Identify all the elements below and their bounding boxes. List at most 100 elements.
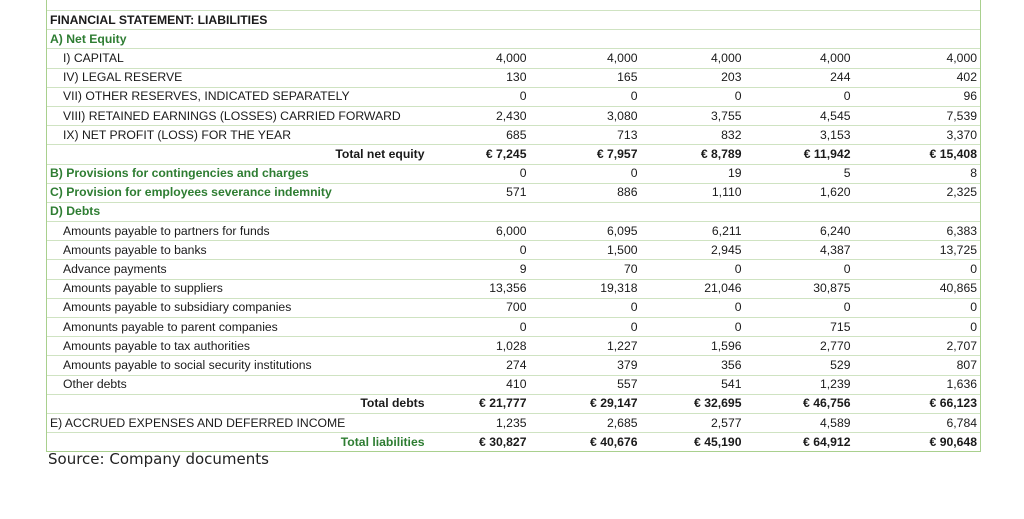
cell-value: 0 (643, 86, 752, 107)
cell-value: 2,685 (535, 412, 644, 433)
row-label: C) Provision for employees severance ind… (46, 182, 428, 203)
row-label: Total liabilities (46, 432, 428, 453)
cell-value: € 45,190 (643, 432, 752, 453)
cell-value: 0 (427, 316, 536, 337)
cell-value: 0 (535, 297, 644, 318)
table-row: E) ACCRUED EXPENSES AND DEFERRED INCOME 1… (46, 412, 981, 433)
cell-value: 4,545 (751, 105, 869, 126)
cell-value: 3,153 (751, 125, 869, 145)
cell-value: 21,046 (643, 278, 752, 299)
cell-value: 0 (643, 259, 752, 280)
cell-value: 3,755 (643, 105, 752, 126)
table-row: Amounts payable to suppliers 13,356 19,318… (46, 278, 981, 299)
cell-value: 244 (751, 67, 869, 88)
cell-value (643, 201, 752, 222)
cell-value: 3,370 (868, 125, 981, 145)
cell-value: 7,539 (868, 105, 981, 126)
table-row: Amounts payable to subsidiary companies 7… (46, 297, 981, 318)
table-top-row (46, 0, 981, 11)
cell-value: 0 (643, 297, 752, 318)
cell-value: 4,000 (643, 48, 752, 69)
table-row: D) Debts (46, 201, 981, 222)
table-row: C) Provision for employees severance ind… (46, 182, 981, 203)
cell-value: 165 (535, 67, 644, 88)
cell-value: 0 (427, 163, 536, 184)
cell-value (427, 29, 536, 49)
cell-value: 9 (427, 259, 536, 280)
cell-value: 4,000 (868, 48, 981, 69)
cell-value: 6,211 (643, 221, 752, 241)
liabilities-sheet: FINANCIAL STATEMENT: LIABILITIES A) Net … (46, 0, 981, 453)
cell-value: 6,095 (535, 221, 644, 241)
row-label: VII) OTHER RESERVES, INDICATED SEPARATEL… (46, 86, 428, 107)
row-label: Amounts payable to partners for funds (46, 221, 428, 241)
cell-value: 2,325 (868, 182, 981, 203)
cell-value: 379 (535, 355, 644, 376)
cell-value: 4,000 (427, 48, 536, 69)
table-row: VII) OTHER RESERVES, INDICATED SEPARATEL… (46, 86, 981, 107)
cell-value: 356 (643, 355, 752, 376)
cell-value: 715 (751, 316, 869, 337)
cell-value: 30,875 (751, 278, 869, 299)
cell-value: 6,383 (868, 221, 981, 241)
row-label: Amounts payable to suppliers (46, 278, 428, 299)
cell-value: € 46,756 (751, 393, 869, 414)
cell-value (643, 29, 752, 49)
row-label: IV) LEGAL RESERVE (46, 67, 428, 88)
cell-value: 3,080 (535, 105, 644, 126)
row-label: E) ACCRUED EXPENSES AND DEFERRED INCOME (46, 412, 428, 433)
cell-value: € 64,912 (751, 432, 869, 453)
row-label: B) Provisions for contingencies and char… (46, 163, 428, 184)
cell-value: 40,865 (868, 278, 981, 299)
cell-value: 19 (643, 163, 752, 184)
cell-value: 203 (643, 67, 752, 88)
cell-value: 4,387 (751, 240, 869, 260)
cell-value: 0 (751, 259, 869, 280)
table-row: Amounts payable to partners for funds 6,0… (46, 221, 981, 241)
cell-value: € 29,147 (535, 393, 644, 414)
cell-value: 19,318 (535, 278, 644, 299)
table-row: VIII) RETAINED EARNINGS (LOSSES) CARRIED… (46, 105, 981, 126)
table-title-row: FINANCIAL STATEMENT: LIABILITIES (46, 9, 981, 30)
table-row: I) CAPITAL 4,000 4,000 4,000 4,000 4,000 (46, 48, 981, 69)
cell-value: € 30,827 (427, 432, 536, 453)
cell-value: € 7,957 (535, 144, 644, 164)
table-row: Advance payments 9 70 0 0 0 (46, 259, 981, 280)
table-row: Amonunts payable to parent companies 0 0 0 7… (46, 316, 981, 337)
row-label: VIII) RETAINED EARNINGS (LOSSES) CARRIED… (46, 105, 428, 126)
row-label: D) Debts (46, 201, 428, 222)
cell-value: 1,500 (535, 240, 644, 260)
cell-value (751, 29, 869, 49)
cell-value: 13,725 (868, 240, 981, 260)
cell-value: 0 (427, 86, 536, 107)
cell-value: 0 (868, 259, 981, 280)
cell-value: € 11,942 (751, 144, 869, 164)
cell-value: 571 (427, 182, 536, 203)
table-row: IV) LEGAL RESERVE 130 165 203 244 402 (46, 67, 981, 88)
cell-value: 6,000 (427, 221, 536, 241)
cell-value: 1,636 (868, 374, 981, 395)
cell-value (868, 201, 981, 222)
cell-value: 700 (427, 297, 536, 318)
table-row: Total net equity € 7,245 € 7,957 € 8,789 € 1… (46, 144, 981, 164)
cell-value: 402 (868, 67, 981, 88)
cell-value (868, 29, 981, 49)
row-label: Total debts (46, 393, 428, 414)
cell-value: 1,227 (535, 336, 644, 356)
table-row: Amounts payable to banks 0 1,500 2,945 4,387… (46, 240, 981, 260)
row-label: Other debts (46, 374, 428, 395)
cell-value: 1,235 (427, 412, 536, 433)
row-label: Amounts payable to tax authorities (46, 336, 428, 356)
cell-value (751, 201, 869, 222)
table-row: Total liabilities € 30,827 € 40,676 € 45,19… (46, 432, 981, 453)
table-row: Amounts payable to social security insti… (46, 355, 981, 376)
cell-value: 0 (535, 86, 644, 107)
cell-value (535, 29, 644, 49)
row-label: Amounts payable to banks (46, 240, 428, 260)
cell-value: 1,028 (427, 336, 536, 356)
cell-value: 0 (751, 86, 869, 107)
cell-value: 0 (643, 316, 752, 337)
source-note: Source: Company documents (48, 450, 269, 468)
cell-value: 886 (535, 182, 644, 203)
cell-value: € 7,245 (427, 144, 536, 164)
